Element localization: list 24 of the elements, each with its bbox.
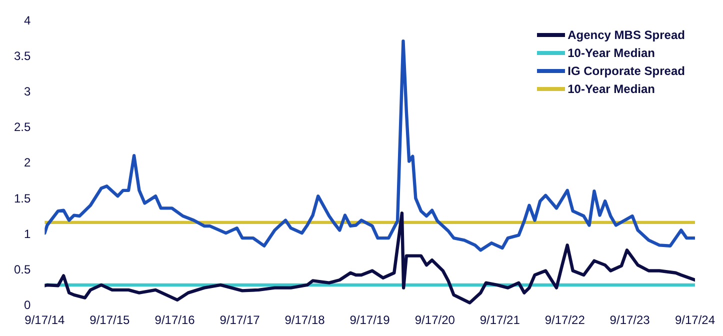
x-tick-label: 9/17/18 [284,313,326,328]
x-tick-label: 9/17/15 [90,313,130,328]
x-tick-label: 9/17/16 [154,313,196,328]
legend-label: Agency MBS Spread [568,28,685,42]
legend-label: 10-Year Median [568,46,655,60]
x-tick-label: 9/17/20 [414,313,456,328]
y-tick-label: 1 [24,226,31,241]
y-tick-label: 2 [24,156,31,170]
y-tick-label: 0.5 [14,262,31,276]
y-tick-label: 4 [24,14,31,28]
y-tick-label: 3 [24,84,31,99]
y-tick-label: 3.5 [14,49,31,64]
x-tick-label: 9/17/23 [610,313,650,328]
x-tick-label: 9/17/19 [350,313,390,328]
y-tick-label: 0 [24,298,31,312]
x-tick-label: 9/17/24 [674,313,716,328]
x-tick-label: 9/17/14 [24,313,66,328]
x-tick-label: 9/17/22 [544,313,586,328]
x-tick-label: 9/17/17 [220,313,260,328]
legend-label: 10-Year Median [568,82,655,96]
x-tick-label: 9/17/21 [480,313,520,328]
y-tick-label: 1.5 [14,191,31,206]
legend-label: IG Corporate Spread [568,64,685,78]
y-tick-label: 2.5 [14,120,31,134]
